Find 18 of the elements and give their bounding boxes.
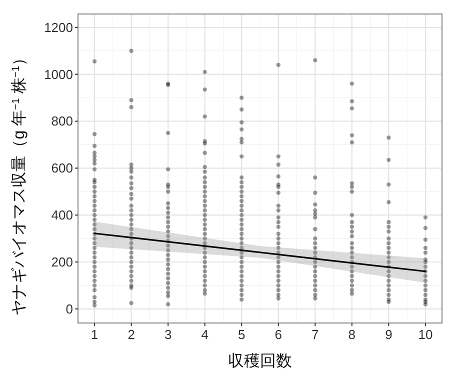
y-tick-label: 400	[51, 208, 73, 223]
x-tick-label: 5	[238, 327, 246, 342]
x-tick-label: 2	[128, 327, 135, 342]
y-tick-label: 200	[51, 254, 73, 270]
x-tick-label: 4	[201, 327, 208, 342]
x-axis-title: 収穫回数	[228, 352, 292, 370]
x-tick-label: 8	[348, 327, 356, 342]
y-tick-label: 1200	[44, 20, 73, 35]
y-tick-label: 1000	[44, 66, 73, 82]
x-tick-label: 7	[312, 327, 319, 342]
x-tick-label: 6	[274, 327, 282, 342]
y-tick-label: 0	[66, 301, 73, 316]
y-tick-label: 800	[51, 114, 73, 129]
x-tick-label: 3	[164, 327, 172, 342]
x-tick-label: 1	[90, 327, 98, 342]
y-tick-label: 600	[51, 160, 73, 176]
x-tick-label: 9	[385, 327, 392, 342]
x-tick-label: 10	[418, 327, 433, 342]
